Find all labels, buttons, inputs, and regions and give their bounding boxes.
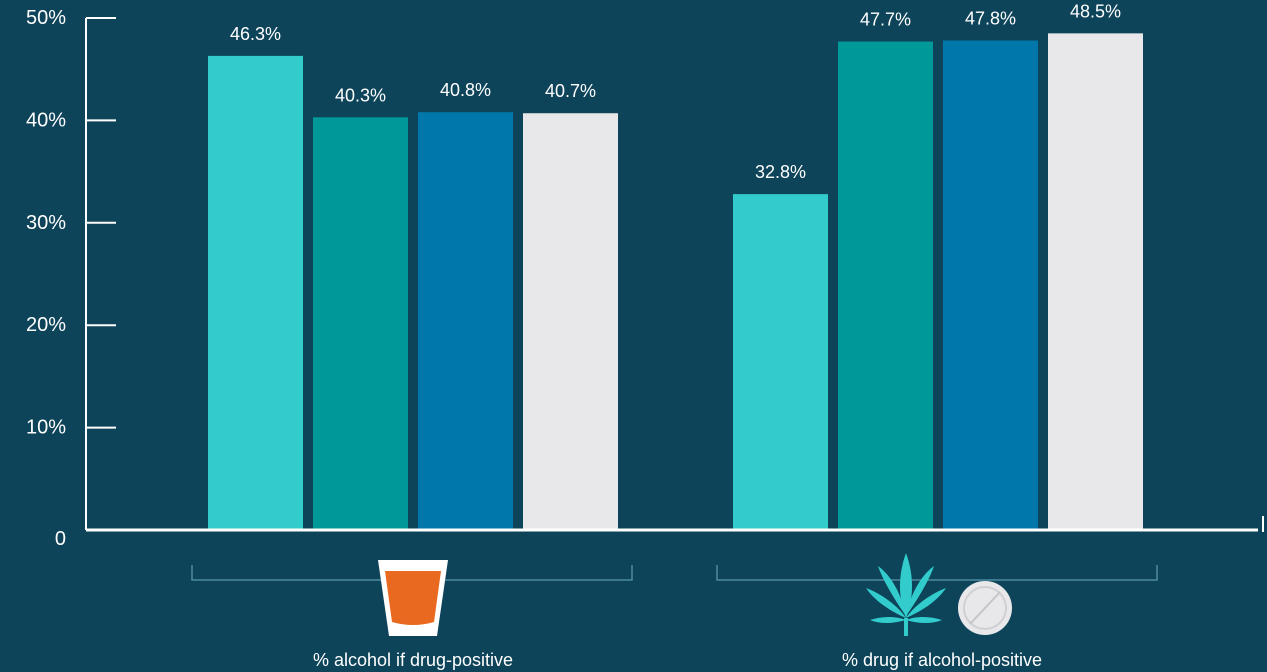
- category-label-alcohol: % alcohol if drug-positive: [313, 650, 513, 670]
- y-tick-label: 0: [55, 528, 66, 550]
- y-tick-label: 10%: [26, 417, 66, 439]
- category-label-drug: % drug if alcohol-positive: [842, 650, 1042, 670]
- y-tick-label: 20%: [26, 314, 66, 336]
- data-label: 47.7%: [860, 10, 911, 30]
- category-bracket-2: [716, 565, 1158, 581]
- bar: [523, 113, 618, 531]
- data-label: 32.8%: [755, 162, 806, 182]
- bar: [208, 55, 303, 530]
- shot-glass-icon: [378, 560, 448, 636]
- y-axis: 0 10% 20% 30% 40% 50%: [26, 7, 116, 550]
- data-label: 46.3%: [230, 24, 281, 44]
- bar: [838, 41, 933, 530]
- bar: [733, 194, 828, 531]
- bar: [1048, 33, 1143, 531]
- data-label: 40.8%: [440, 80, 491, 100]
- data-labels: 46.3% 40.3% 40.8% 40.7% 32.8% 47.7% 47.8% 48.5%: [230, 1, 1121, 182]
- cannabis-leaf-icon: [866, 553, 946, 636]
- pill-icon: [958, 581, 1012, 635]
- data-label: 40.3%: [335, 85, 386, 105]
- bar: [943, 40, 1038, 530]
- data-label: 40.7%: [545, 81, 596, 101]
- data-label: 48.5%: [1070, 1, 1121, 21]
- y-tick-label: 40%: [26, 109, 66, 131]
- bars: [208, 33, 1143, 531]
- bar: [418, 112, 513, 530]
- data-label: 47.8%: [965, 9, 1016, 29]
- bar: [313, 117, 408, 530]
- y-tick-label: 50%: [26, 7, 66, 29]
- y-tick-label: 30%: [26, 212, 66, 234]
